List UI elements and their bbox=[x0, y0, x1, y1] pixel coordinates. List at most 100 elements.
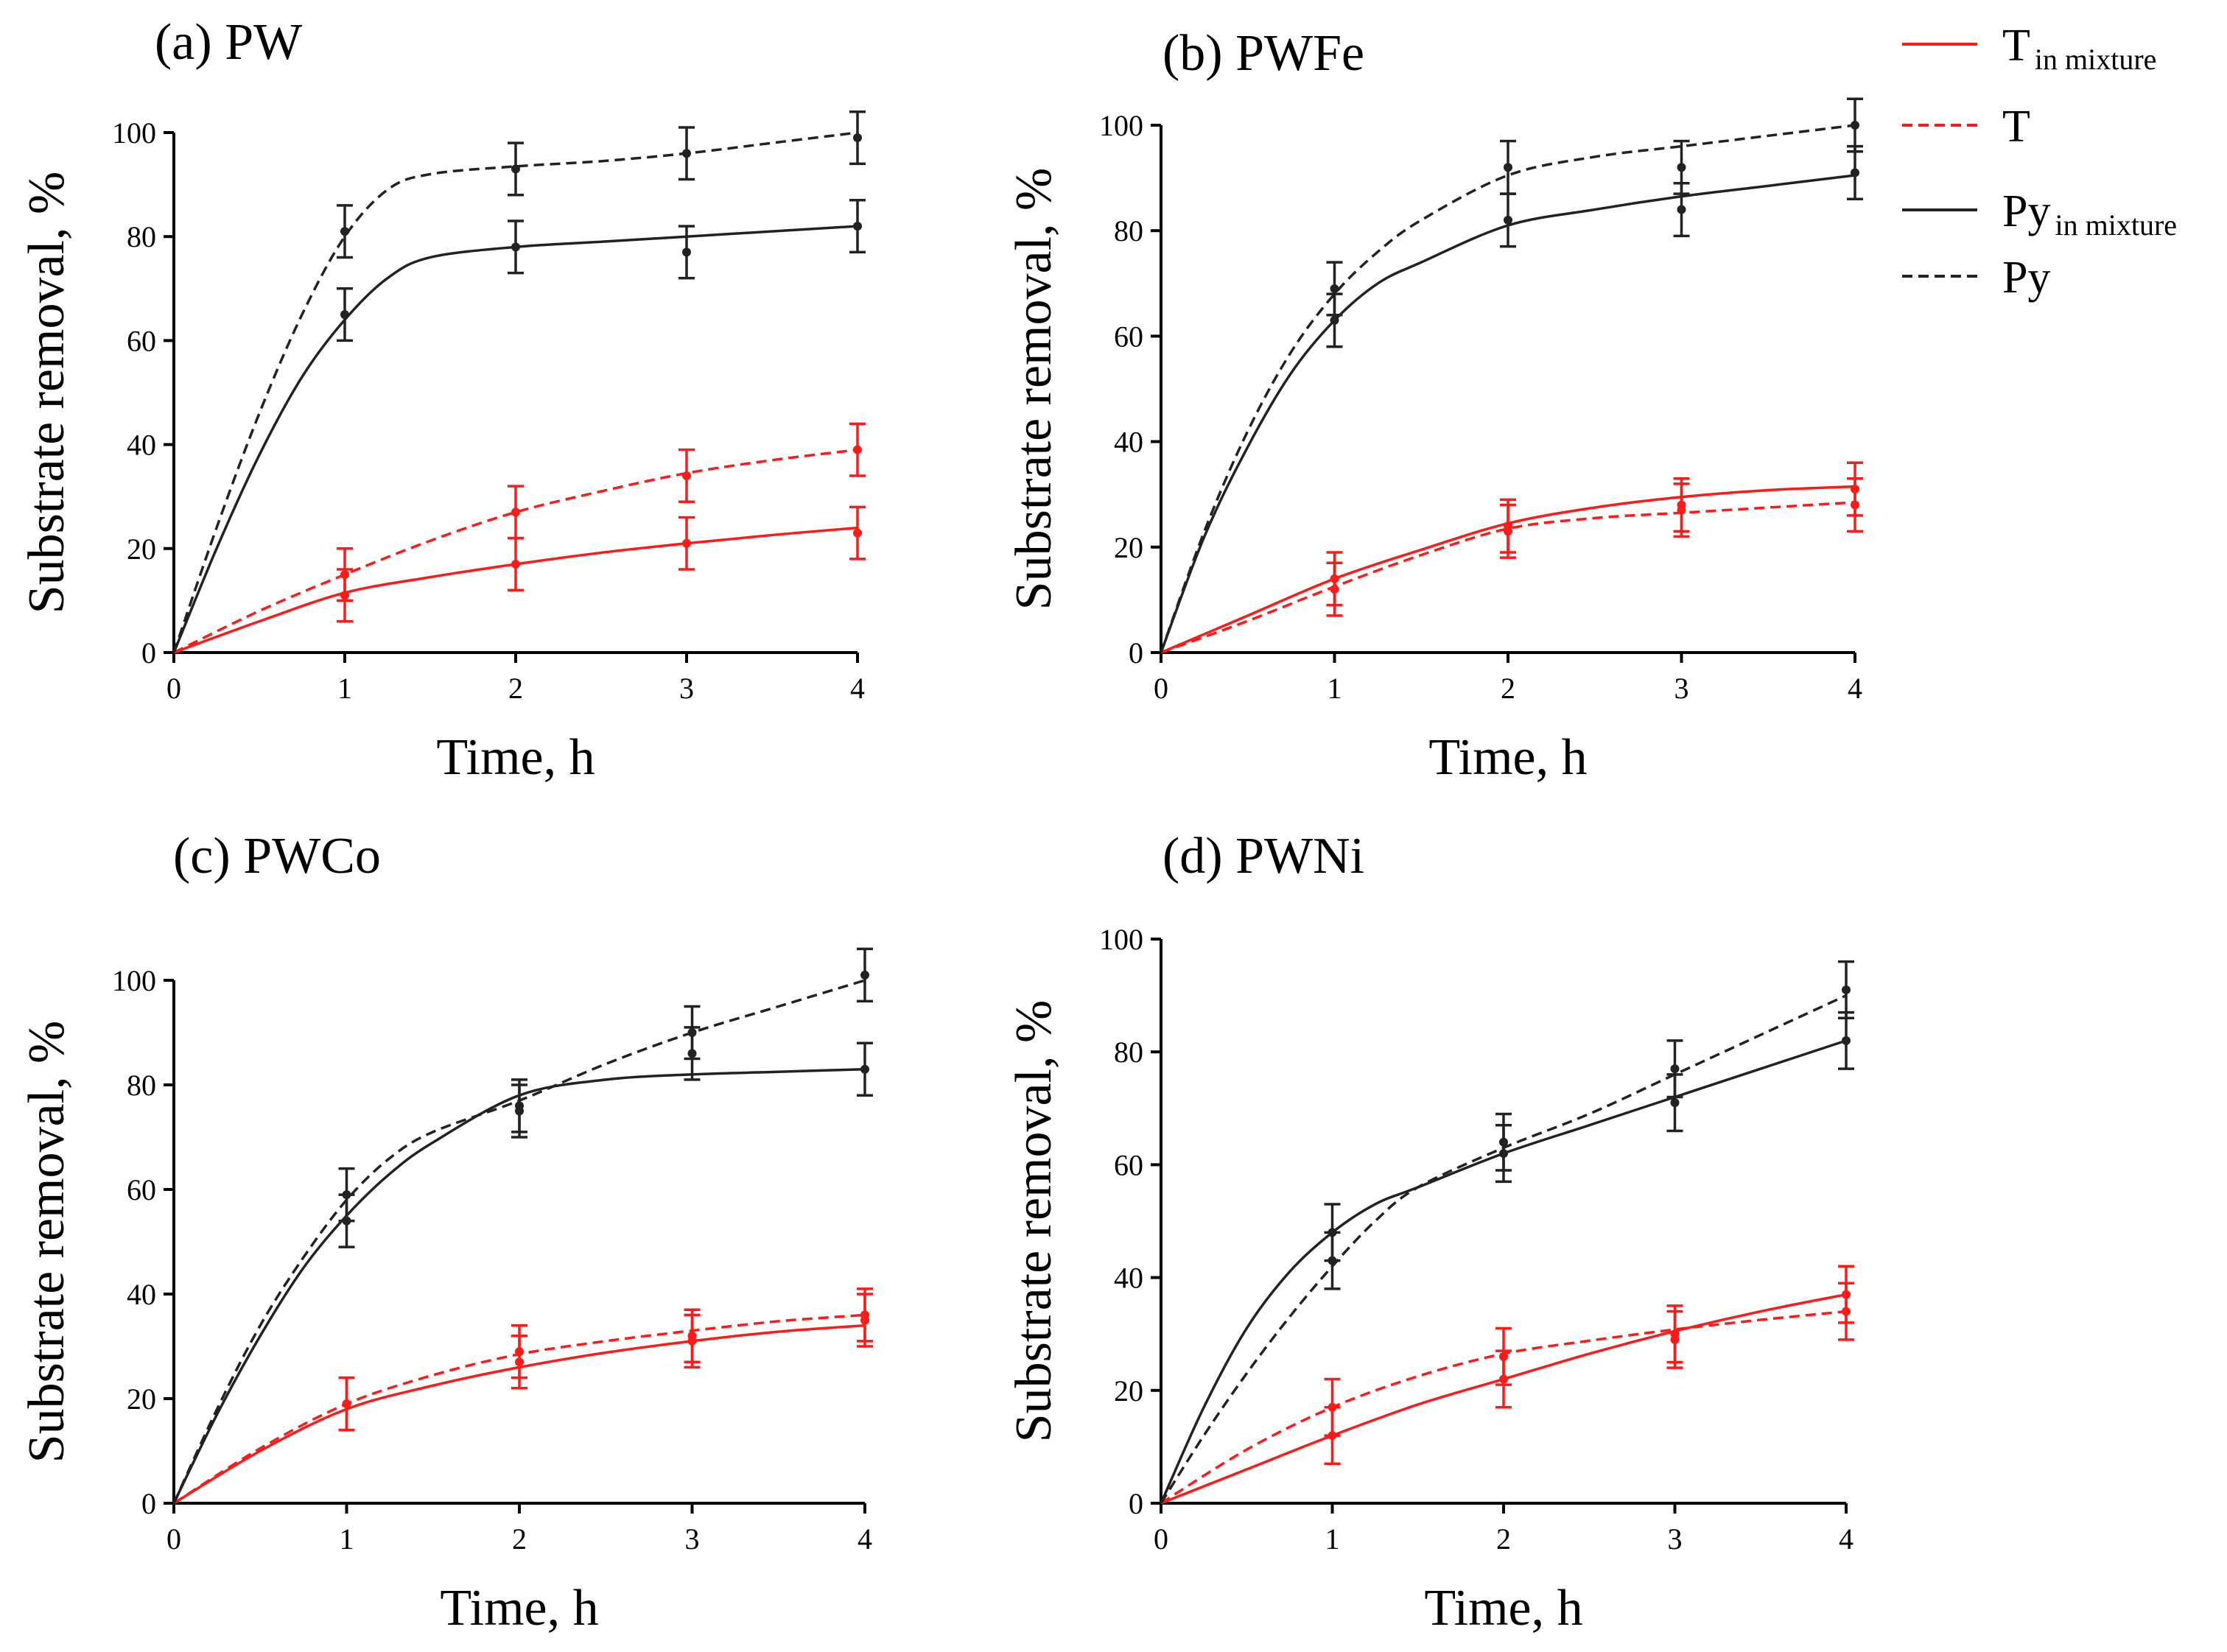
data-point bbox=[1677, 500, 1686, 510]
chart-panel-2: (b) PWFe 0 20 40 60 80 100 0 1 2 3 4 Time, h Substrat… bbox=[1006, 25, 1863, 786]
y-tick-label: 60 bbox=[1114, 1148, 1143, 1181]
y-tick-label: 20 bbox=[127, 532, 156, 566]
data-point bbox=[687, 1028, 697, 1037]
data-point bbox=[1670, 1335, 1680, 1344]
series-Py bbox=[1160, 960, 1854, 1504]
x-tick-label: 3 bbox=[1668, 1522, 1683, 1556]
x-tick-label: 1 bbox=[1328, 672, 1342, 705]
x-tick-label: 3 bbox=[679, 672, 694, 705]
x-tick-label: 2 bbox=[1501, 672, 1515, 705]
data-point bbox=[1499, 1352, 1508, 1361]
legend-item-Py_mix: Py in mixture bbox=[1902, 186, 2177, 242]
x-tick-label: 4 bbox=[858, 1522, 872, 1556]
x-tick-label: 3 bbox=[685, 1522, 700, 1556]
series-T bbox=[173, 1287, 873, 1505]
series-Py bbox=[172, 947, 873, 1504]
data-point bbox=[1677, 163, 1686, 172]
y-tick-label: 80 bbox=[127, 220, 156, 253]
data-point bbox=[1842, 1307, 1851, 1316]
data-point bbox=[1851, 500, 1859, 510]
y-tick-label: 60 bbox=[127, 324, 156, 357]
y-tick-label: 100 bbox=[112, 116, 156, 150]
x-tick-label: 2 bbox=[1496, 1522, 1511, 1556]
y-tick-label: 40 bbox=[1114, 1262, 1143, 1295]
x-tick-label: 2 bbox=[512, 1522, 527, 1556]
x-tick-label: 1 bbox=[1325, 1522, 1340, 1556]
series-T bbox=[1160, 477, 1863, 654]
series-line-T bbox=[1160, 501, 1856, 654]
y-tick-label: 40 bbox=[1114, 426, 1143, 459]
data-point bbox=[1851, 168, 1859, 177]
data-point bbox=[1670, 1064, 1680, 1074]
data-point bbox=[682, 149, 691, 158]
x-axis-label: Time, h bbox=[1428, 729, 1587, 786]
series-line-T bbox=[1160, 1310, 1847, 1505]
data-point bbox=[860, 970, 869, 980]
chart-title: (a) PW bbox=[155, 14, 302, 71]
x-tick-label: 0 bbox=[166, 1522, 181, 1556]
x-axis-label: Time, h bbox=[436, 729, 595, 786]
data-point bbox=[853, 133, 862, 143]
x-tick-label: 4 bbox=[1839, 1522, 1854, 1556]
legend-label: T bbox=[2002, 102, 2030, 152]
data-point bbox=[1670, 1098, 1680, 1108]
y-tick-label: 100 bbox=[112, 964, 156, 997]
series-line-Py bbox=[1160, 994, 1847, 1504]
chart-panel-1: (a) PW 0 20 40 60 80 100 0 1 2 3 4 Time, h Substrate … bbox=[18, 14, 866, 786]
y-tick-label: 0 bbox=[141, 636, 156, 669]
data-point bbox=[340, 310, 349, 320]
data-point bbox=[1330, 315, 1339, 325]
legend-label: Py bbox=[2002, 253, 2050, 303]
legend-label-main: T bbox=[2002, 102, 2030, 152]
y-tick-label: 80 bbox=[1114, 1036, 1143, 1069]
series-Py bbox=[172, 110, 866, 653]
series-line-Py_mix bbox=[172, 1067, 866, 1504]
series-T_mix bbox=[173, 505, 866, 654]
data-point bbox=[682, 471, 691, 480]
data-point bbox=[853, 222, 862, 231]
chart-panel-3: (c) PWCo 0 20 40 60 80 100 0 1 2 3 4 Time, h Substrat… bbox=[18, 828, 873, 1637]
data-point bbox=[1330, 284, 1339, 293]
x-tick-label: 4 bbox=[850, 672, 865, 705]
series-line-Py bbox=[172, 131, 858, 653]
data-point bbox=[853, 528, 862, 538]
x-tick-label: 3 bbox=[1674, 672, 1689, 705]
y-tick-label: 0 bbox=[1129, 636, 1143, 669]
series-line-Py_mix bbox=[1160, 1039, 1847, 1504]
data-point bbox=[1499, 1137, 1508, 1147]
data-point bbox=[682, 247, 691, 257]
series-line-T_mix bbox=[1160, 485, 1856, 654]
y-tick-label: 20 bbox=[1114, 1374, 1143, 1407]
y-tick-label: 0 bbox=[141, 1487, 156, 1520]
x-tick-label: 1 bbox=[340, 1522, 354, 1556]
series-T bbox=[173, 422, 866, 654]
data-point bbox=[511, 507, 520, 517]
data-point bbox=[853, 445, 862, 454]
series-Py_mix bbox=[172, 199, 866, 653]
data-point bbox=[1504, 163, 1512, 172]
data-point bbox=[1504, 215, 1512, 225]
x-tick-label: 0 bbox=[166, 672, 181, 705]
y-tick-label: 20 bbox=[127, 1382, 156, 1416]
legend-item-Py: Py bbox=[1902, 253, 2050, 303]
legend-label-main: T bbox=[2002, 21, 2030, 71]
data-point bbox=[1677, 205, 1686, 214]
series-line-T_mix bbox=[173, 1324, 866, 1505]
data-point bbox=[1504, 527, 1512, 536]
y-axis-label: Substrate removal, % bbox=[18, 1021, 75, 1463]
x-tick-label: 4 bbox=[1848, 672, 1862, 705]
data-point bbox=[1328, 1402, 1337, 1412]
x-axis-label: Time, h bbox=[1424, 1580, 1582, 1637]
x-tick-label: 0 bbox=[1154, 1522, 1168, 1556]
series-Py_mix bbox=[1160, 144, 1863, 653]
data-point bbox=[342, 1399, 351, 1409]
series-Py_mix bbox=[1160, 1010, 1854, 1504]
data-point bbox=[1330, 585, 1339, 594]
y-tick-label: 100 bbox=[1099, 923, 1143, 956]
legend-label-sub: in mixture bbox=[2055, 208, 2177, 242]
y-tick-label: 0 bbox=[1129, 1487, 1143, 1520]
series-line-T bbox=[173, 448, 858, 654]
